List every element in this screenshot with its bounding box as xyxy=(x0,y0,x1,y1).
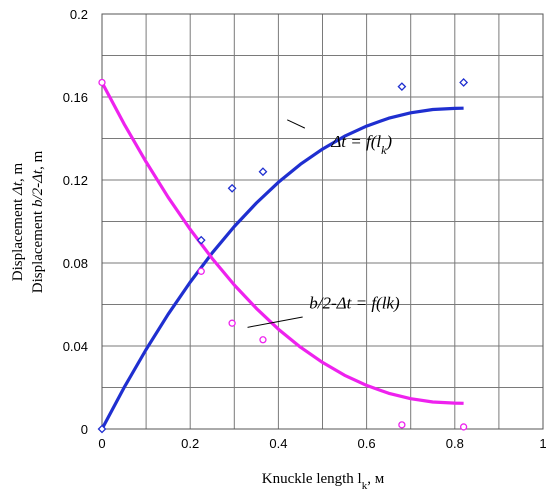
x-tick-label: 1 xyxy=(539,436,546,451)
series-2-point xyxy=(228,319,236,327)
series-1-point xyxy=(459,78,469,87)
annotation-2-leader xyxy=(247,316,303,328)
grid xyxy=(101,13,544,430)
series-1-point xyxy=(397,82,407,92)
y-tick-label: 0.2 xyxy=(70,7,88,22)
x-axis-label: Knuckle length lk, м xyxy=(262,471,385,492)
series-2-point xyxy=(459,423,468,431)
y-tick-label: 0.08 xyxy=(63,256,88,271)
annotation-1-leader xyxy=(287,119,306,129)
annotations: Δt = f(lk) b/2-Δt = f(lk) xyxy=(247,119,400,328)
series-1-point xyxy=(97,424,107,434)
series-markers xyxy=(97,78,469,434)
x-tick-label: 0.8 xyxy=(446,436,464,451)
annotation-1-label: Δt = f(lk) xyxy=(330,132,392,157)
y-axis-label-1: Displacement Δt, m xyxy=(10,162,26,281)
x-tick-label: 0.6 xyxy=(358,436,376,451)
y-tick-label: 0.04 xyxy=(63,339,88,354)
y-tick-label: 0 xyxy=(81,422,88,437)
annotation-2-label: b/2-Δt = f(lk) xyxy=(309,294,400,313)
x-tick-label: 0 xyxy=(98,436,105,451)
y-tick-label: 0.16 xyxy=(63,90,88,105)
series-2-point xyxy=(398,421,406,429)
x-tick-label: 0.4 xyxy=(269,436,287,451)
y-axis-label-2: Displacement b/2-Δt, m xyxy=(30,150,46,293)
series-2-point xyxy=(98,78,106,87)
series-1-point xyxy=(196,235,206,245)
plot-frame xyxy=(101,13,544,430)
series-2-point xyxy=(259,336,267,344)
tick-labels: 0 0.2 0.4 0.6 0.8 1 0 0.04 0.08 0.12 0.16 0.2 xyxy=(63,7,547,451)
series-2-curve xyxy=(100,81,464,405)
series-1-point xyxy=(227,183,237,193)
y-tick-label: 0.12 xyxy=(63,173,88,188)
series-1-point xyxy=(258,167,268,177)
x-tick-label: 0.2 xyxy=(181,436,199,451)
series-1-curve xyxy=(100,106,464,430)
series-curves xyxy=(100,81,464,430)
series-2-point xyxy=(197,267,205,275)
